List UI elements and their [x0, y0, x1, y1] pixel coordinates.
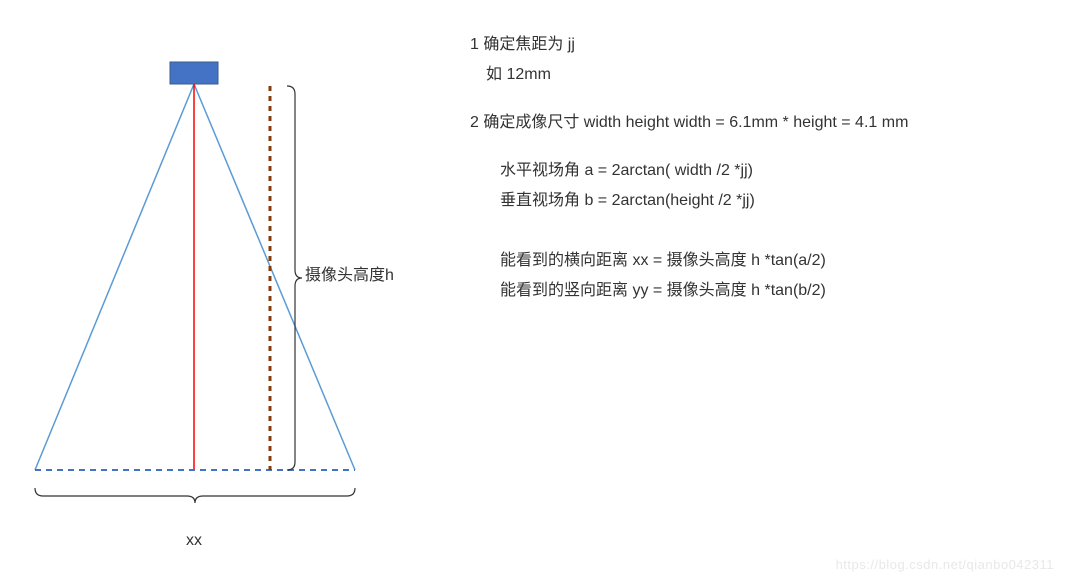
distance-horizontal: 能看到的横向距离 xx = 摄像头高度 h *tan(a/2) — [500, 246, 1050, 270]
diagram-svg: 摄像头高度h xx — [0, 0, 460, 580]
xx-bracket — [35, 488, 355, 503]
height-label: 摄像头高度h — [305, 266, 394, 284]
step-2-block: 2 确定成像尺寸 width height width = 6.1mm * he… — [470, 108, 1050, 132]
step-1-title: 1 确定焦距为 jj — [470, 30, 1050, 54]
fov-horizontal: 水平视场角 a = 2arctan( width /2 *jj) — [500, 156, 1050, 180]
distance-vertical: 能看到的竖向距离 yy = 摄像头高度 h *tan(b/2) — [500, 276, 1050, 300]
diagram-area: 摄像头高度h xx — [0, 0, 460, 580]
watermark: https://blog.csdn.net/qianbo042311 — [836, 557, 1054, 572]
fov-vertical: 垂直视场角 b = 2arctan(height /2 *jj) — [500, 186, 1050, 210]
step-2-title: 2 确定成像尺寸 width height width = 6.1mm * he… — [470, 108, 1050, 132]
text-area: 1 确定焦距为 jj 如 12mm 2 确定成像尺寸 width height … — [470, 30, 1050, 324]
cone-left-line — [35, 84, 194, 470]
camera-rect — [170, 62, 218, 84]
step-1-block: 1 确定焦距为 jj 如 12mm — [470, 30, 1050, 84]
step-1-example: 如 12mm — [470, 60, 1050, 84]
fov-block: 水平视场角 a = 2arctan( width /2 *jj) 垂直视场角 b… — [470, 156, 1050, 210]
distance-block: 能看到的横向距离 xx = 摄像头高度 h *tan(a/2) 能看到的竖向距离… — [470, 246, 1050, 300]
xx-label: xx — [186, 532, 202, 549]
height-bracket — [287, 86, 302, 470]
